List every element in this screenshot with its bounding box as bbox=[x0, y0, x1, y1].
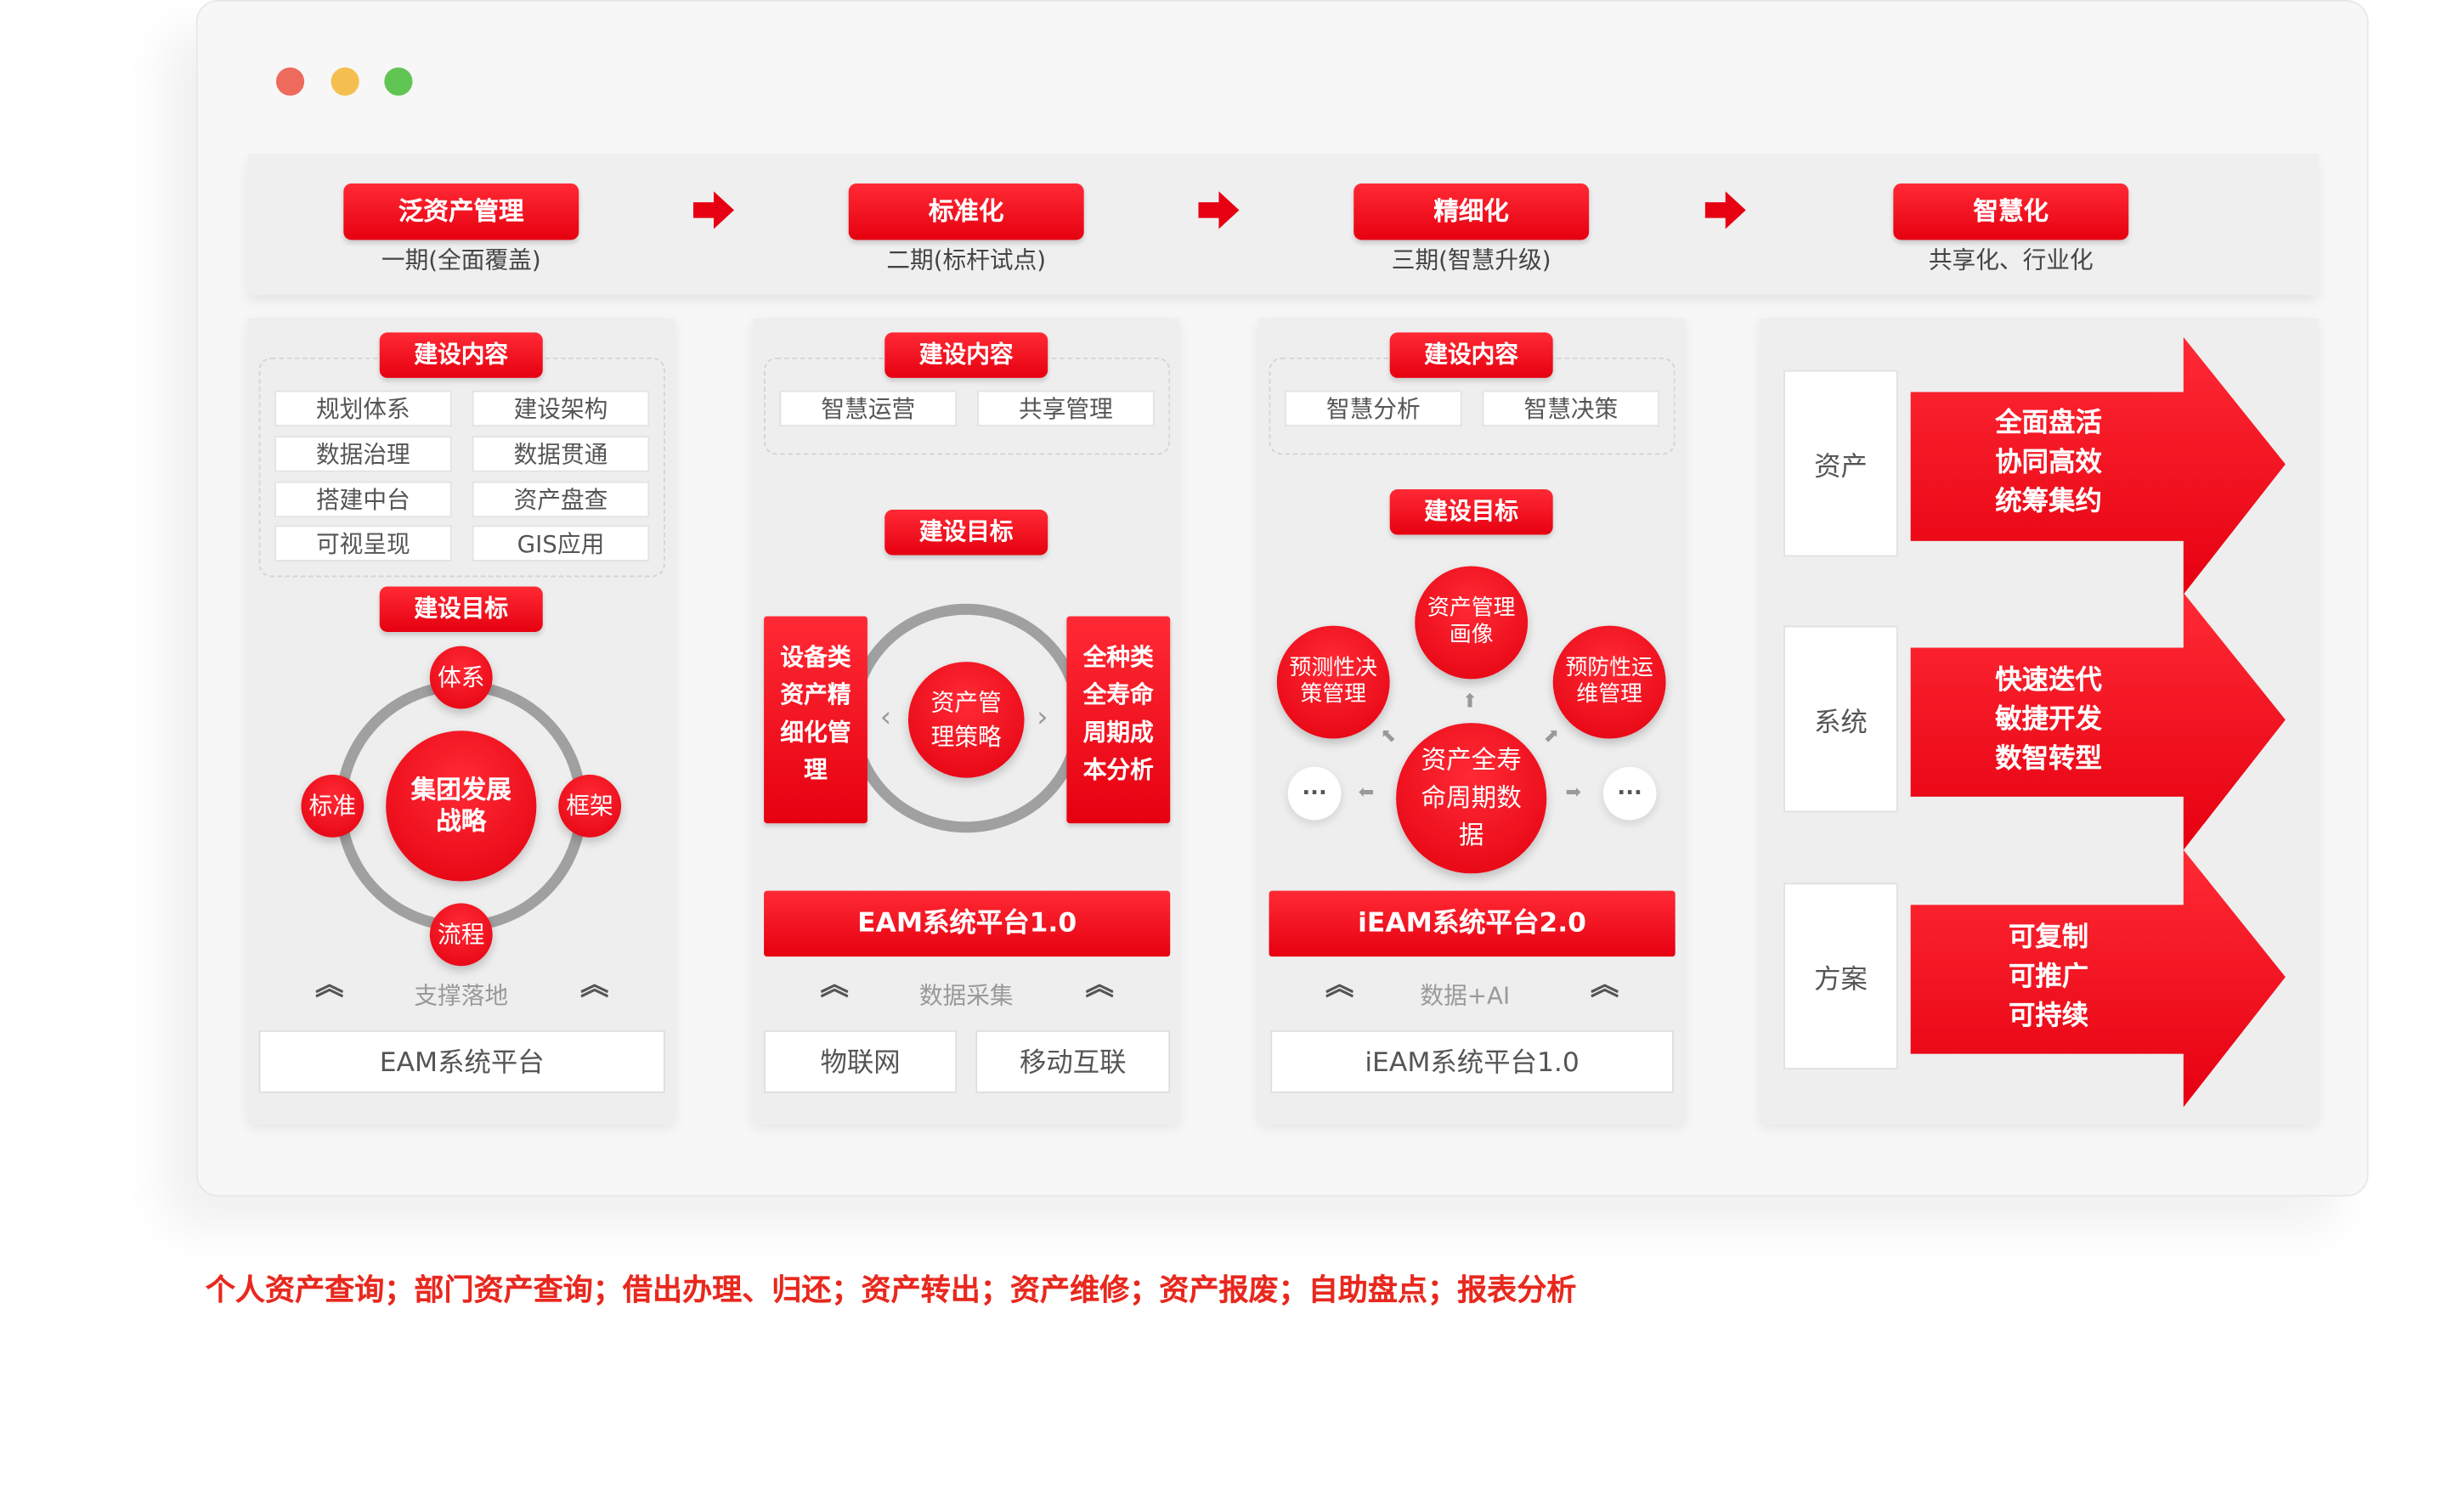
right-goal-box: 全种类全寿命周期成本分析 bbox=[1066, 616, 1171, 824]
base-box: iEAM系统平台1.0 bbox=[1270, 1030, 1674, 1093]
benefit-line: 全面盘活 bbox=[1995, 407, 2102, 439]
center-node: 集团发展战略 bbox=[386, 731, 537, 882]
double-chevron-up-icon: ︽ bbox=[820, 968, 849, 1002]
arrow-up-icon: ⬆ bbox=[1461, 690, 1478, 713]
content-item: GIS应用 bbox=[472, 525, 650, 561]
arrow-right-icon bbox=[692, 191, 734, 229]
double-chevron-up-icon: ︽ bbox=[315, 968, 344, 1002]
row-benefits: 全面盘活 协同高效 统筹集约 bbox=[1923, 404, 2173, 522]
stage-2-subtitle: 二期(标杆试点) bbox=[886, 245, 1047, 275]
center-node: 资产管理策略 bbox=[907, 662, 1025, 778]
benefit-line: 可持续 bbox=[2008, 1000, 2089, 1032]
big-arrow-shape bbox=[1910, 592, 2286, 850]
big-arrow-shape bbox=[1910, 849, 2286, 1108]
support-label: 数据+AI bbox=[1420, 981, 1511, 1010]
benefit-line: 快速迭代 bbox=[1995, 664, 2102, 697]
row-benefits: 可复制 可推广 可持续 bbox=[1923, 919, 2173, 1036]
support-label: 支撑落地 bbox=[414, 981, 509, 1010]
content-item: 建设架构 bbox=[472, 390, 650, 427]
double-chevron-up-icon: ︽ bbox=[580, 968, 609, 1002]
goal-label: 建设目标 bbox=[379, 586, 543, 632]
node-right: 框架 bbox=[558, 774, 622, 838]
benefit-line: 数智转型 bbox=[1995, 743, 2102, 775]
node-left: 预测性决策管理 bbox=[1276, 625, 1390, 739]
stage-4-subtitle: 共享化、行业化 bbox=[1928, 245, 2094, 275]
chevron-right-icon: › bbox=[1037, 701, 1048, 734]
arrow-right-icon bbox=[1704, 191, 1746, 229]
base-box: 物联网 bbox=[764, 1030, 958, 1093]
content-item: 数据治理 bbox=[274, 436, 452, 472]
chevron-left-icon: ‹ bbox=[879, 701, 891, 734]
content-label: 建设内容 bbox=[884, 332, 1048, 378]
benefit-line: 敏捷开发 bbox=[1995, 703, 2102, 736]
stage-3-subtitle: 三期(智慧升级) bbox=[1391, 245, 1551, 275]
double-chevron-up-icon: ︽ bbox=[1325, 968, 1354, 1002]
content-item: 共享管理 bbox=[977, 390, 1155, 427]
double-chevron-up-icon: ︽ bbox=[1590, 968, 1619, 1002]
arrow-left-icon: ⬅ bbox=[1358, 781, 1375, 804]
close-window-button[interactable] bbox=[275, 67, 305, 96]
content-item: 智慧决策 bbox=[1482, 390, 1660, 427]
stage-1-subtitle: 一期(全面覆盖) bbox=[381, 245, 541, 275]
platform-box: EAM系统平台 bbox=[258, 1030, 665, 1093]
node-right: 预防性运维管理 bbox=[1552, 625, 1666, 739]
content-item: 数据贯通 bbox=[472, 436, 650, 472]
row-label: 资产 bbox=[1783, 370, 1898, 557]
platform-bar: iEAM系统平台2.0 bbox=[1269, 890, 1676, 957]
content-item: 规划体系 bbox=[274, 390, 452, 427]
content-label: 建设内容 bbox=[379, 332, 543, 378]
content-item: 资产盘查 bbox=[472, 481, 650, 518]
stage-1-title: 泛资产管理 bbox=[343, 183, 579, 240]
node-bottom: 流程 bbox=[429, 903, 493, 967]
stage-2-title: 标准化 bbox=[848, 183, 1084, 240]
row-label: 方案 bbox=[1783, 883, 1898, 1070]
goal-label: 建设目标 bbox=[884, 509, 1048, 556]
stage-4-title: 智慧化 bbox=[1893, 183, 2129, 240]
arrow-up-right-icon: ⬈ bbox=[1543, 724, 1560, 747]
big-arrow-shape bbox=[1910, 336, 2286, 595]
row-label: 系统 bbox=[1783, 625, 1898, 813]
double-chevron-up-icon: ︽ bbox=[1085, 968, 1114, 1002]
content-label: 建设内容 bbox=[1389, 332, 1553, 378]
arrow-up-left-icon: ⬉ bbox=[1380, 724, 1397, 747]
left-goal-box: 设备类资产精细化管理 bbox=[764, 616, 867, 824]
platform-bar: EAM系统平台1.0 bbox=[764, 890, 1171, 957]
content-item: 智慧运营 bbox=[779, 390, 958, 427]
content-item: 搭建中台 bbox=[274, 481, 452, 518]
more-node-left: ··· bbox=[1287, 766, 1342, 821]
base-box: 移动互联 bbox=[975, 1030, 1171, 1093]
arrow-right-icon bbox=[1198, 191, 1240, 229]
maximize-window-button[interactable] bbox=[384, 67, 413, 96]
node-left: 标准 bbox=[301, 774, 365, 838]
center-node: 资产全寿命周期数据 bbox=[1396, 723, 1547, 874]
row-benefits: 快速迭代 敏捷开发 数智转型 bbox=[1923, 662, 2173, 779]
support-label: 数据采集 bbox=[918, 981, 1014, 1010]
node-top: 资产管理画像 bbox=[1415, 566, 1529, 680]
node-top: 体系 bbox=[429, 646, 493, 709]
minimize-window-button[interactable] bbox=[331, 67, 359, 96]
content-item: 可视呈现 bbox=[274, 525, 452, 561]
content-item: 智慧分析 bbox=[1284, 390, 1462, 427]
arrow-right-icon: ➡ bbox=[1565, 781, 1582, 804]
benefit-line: 协同高效 bbox=[1995, 447, 2102, 479]
feature-list-text: 个人资产查询；部门资产查询；借出办理、归还；资产转出；资产维修；资产报废；自助盘… bbox=[205, 1273, 1577, 1308]
benefit-line: 可推广 bbox=[2008, 961, 2089, 993]
benefit-line: 可复制 bbox=[2008, 922, 2089, 954]
benefit-line: 统筹集约 bbox=[1995, 486, 2102, 518]
goal-label: 建设目标 bbox=[1389, 488, 1553, 535]
more-node-right: ··· bbox=[1602, 766, 1657, 821]
stage-3-title: 精细化 bbox=[1353, 183, 1590, 240]
